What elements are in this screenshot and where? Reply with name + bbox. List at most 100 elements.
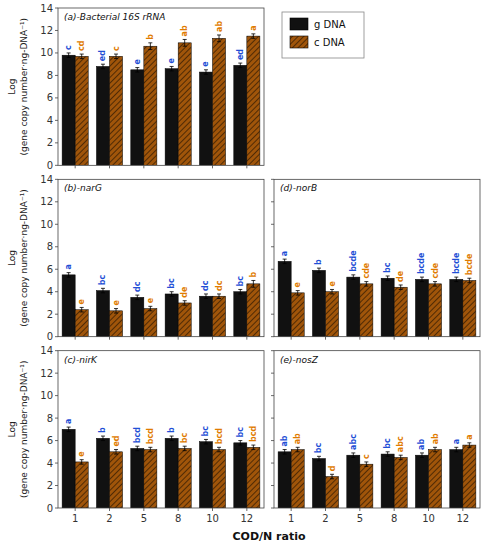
y-tick xyxy=(55,224,58,225)
y-tick-label: 4 xyxy=(47,458,53,469)
error-bar xyxy=(364,462,368,466)
marks xyxy=(278,259,476,337)
plot-background xyxy=(58,8,264,165)
significance-label: bc xyxy=(98,275,107,286)
significance-label: d xyxy=(328,465,337,471)
bar xyxy=(96,438,109,508)
error-line xyxy=(297,447,298,451)
y-tick xyxy=(55,52,58,53)
error-cap xyxy=(364,466,368,467)
error-line xyxy=(137,446,138,450)
significance-label: bc xyxy=(314,443,323,454)
y-tick-label: 0 xyxy=(47,503,53,514)
x-tick xyxy=(246,337,247,340)
y-tick xyxy=(55,97,58,98)
error-cap xyxy=(67,431,71,432)
y-tick xyxy=(271,373,274,374)
error-bar xyxy=(351,453,355,457)
error-line xyxy=(240,289,241,293)
significance-label: e xyxy=(293,282,302,288)
error-line xyxy=(332,289,333,293)
x-tick xyxy=(143,337,144,340)
y-tick xyxy=(55,314,58,315)
significance-label: dc xyxy=(133,281,142,292)
y-tick xyxy=(271,269,274,270)
x-tick xyxy=(109,337,110,340)
bar xyxy=(96,66,109,165)
error-cap xyxy=(364,286,368,287)
error-cap xyxy=(170,66,174,67)
bar xyxy=(291,450,304,508)
error-cap xyxy=(148,42,152,43)
error-cap xyxy=(170,291,174,292)
error-line xyxy=(435,282,436,286)
bar xyxy=(144,309,157,337)
y-tick-label: 14 xyxy=(40,3,53,14)
error-bar xyxy=(283,259,287,263)
significance-label: abc xyxy=(396,436,405,452)
error-line xyxy=(253,445,254,449)
legend-frame xyxy=(282,12,364,58)
error-cap xyxy=(467,442,471,443)
error-cap xyxy=(351,457,355,458)
error-cap xyxy=(251,280,255,281)
error-cap xyxy=(386,456,390,457)
y-tick xyxy=(55,142,58,143)
error-cap xyxy=(204,293,208,294)
bar xyxy=(278,452,291,508)
x-tick xyxy=(246,165,247,168)
x-tick xyxy=(212,165,213,168)
error-bar xyxy=(80,460,84,464)
significance-label: ab xyxy=(215,21,224,32)
significance-label: bcde xyxy=(417,252,426,274)
panel: abbcabcbcabaabdcabcaba12581012(e)-nosZ xyxy=(271,351,480,524)
bar xyxy=(450,450,463,508)
error-line xyxy=(171,436,172,440)
error-bar xyxy=(114,450,118,454)
error-cap xyxy=(80,311,84,312)
x-tick xyxy=(212,337,213,340)
error-line xyxy=(469,278,470,282)
plot-background xyxy=(274,179,480,336)
y-tick xyxy=(55,395,58,396)
error-cap xyxy=(183,305,187,306)
error-cap xyxy=(238,289,242,290)
error-cap xyxy=(80,459,84,460)
error-cap xyxy=(330,289,334,290)
y-tick xyxy=(55,485,58,486)
error-cap xyxy=(399,284,403,285)
bar xyxy=(234,65,247,165)
error-bar xyxy=(296,291,300,295)
error-cap xyxy=(351,274,355,275)
error-bar xyxy=(67,273,71,277)
x-tick xyxy=(246,508,247,511)
error-cap xyxy=(433,281,437,282)
bar xyxy=(75,56,88,165)
y-tick-label: 12 xyxy=(40,25,53,36)
error-line xyxy=(240,441,241,445)
error-cap xyxy=(386,451,390,452)
y-tick xyxy=(55,440,58,441)
error-line xyxy=(102,288,103,292)
bar xyxy=(131,448,144,508)
error-cap xyxy=(454,277,458,278)
error-cap xyxy=(217,41,221,42)
y-tick xyxy=(271,395,274,396)
error-cap xyxy=(467,447,471,448)
bar xyxy=(326,477,339,508)
error-cap xyxy=(296,451,300,452)
y-tick xyxy=(55,201,58,202)
significance-label: c xyxy=(64,45,73,50)
panel: abcdcbcdcbceeededcb02468101214(b)-narGLo… xyxy=(7,174,264,342)
y-tick xyxy=(55,30,58,31)
x-tick xyxy=(143,165,144,168)
error-cap xyxy=(114,454,118,455)
legend-label: g DNA xyxy=(314,19,346,30)
error-cap xyxy=(183,39,187,40)
error-cap xyxy=(204,74,208,75)
error-cap xyxy=(386,275,390,276)
x-tick xyxy=(428,337,429,340)
x-axis-label: COD/N ratio xyxy=(232,530,305,543)
error-cap xyxy=(217,34,221,35)
bar xyxy=(234,443,247,508)
